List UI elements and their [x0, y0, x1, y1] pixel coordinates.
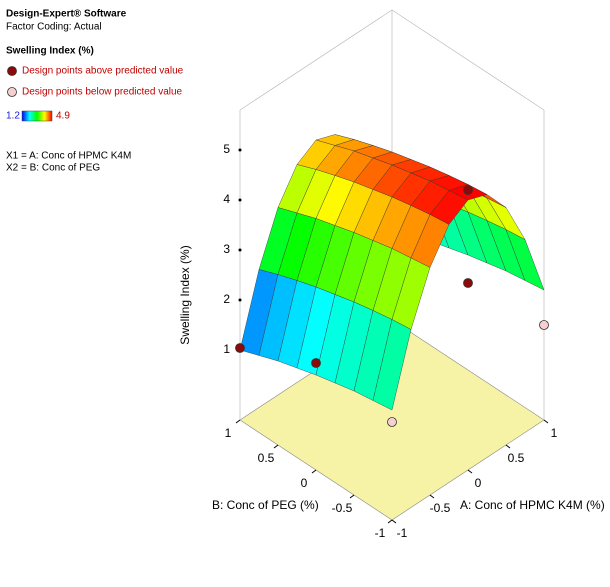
- y-tick-label: -1: [375, 526, 386, 540]
- x-tick-label: 0.5: [508, 451, 525, 465]
- software: Design-Expert® Software: [6, 9, 127, 20]
- design-point: [463, 278, 473, 288]
- x-tick: [429, 494, 435, 499]
- x-tick-label: -1: [397, 526, 408, 540]
- legend-label: Design points below predicted value: [22, 87, 183, 98]
- x-tick: [505, 444, 511, 449]
- colorbar-min: 1.2: [6, 111, 20, 122]
- factor: X2 = B: Conc of PEG: [6, 163, 100, 174]
- y-axis-title: B: Conc of PEG (%): [212, 498, 319, 512]
- legend-title: Swelling Index (%): [6, 46, 94, 57]
- z-tick-label: 2: [223, 292, 230, 306]
- z-tick-label: 3: [223, 242, 230, 256]
- y-tick: [349, 494, 355, 499]
- y-tick: [273, 444, 279, 449]
- x-axis-title: A: Conc of HPMC K4M (%): [460, 498, 605, 512]
- legend-marker: [7, 87, 17, 97]
- x-tick: [543, 419, 549, 424]
- z-tick: [238, 148, 242, 152]
- x-tick-label: 0: [475, 476, 482, 490]
- y-tick-label: 1: [225, 426, 232, 440]
- x-tick-label: 1: [551, 426, 558, 440]
- y-tick-label: -0.5: [332, 501, 353, 515]
- z-tick-label: 4: [223, 192, 230, 206]
- y-tick-label: 0.5: [258, 451, 275, 465]
- surface-cell: [372, 319, 412, 411]
- factor: X1 = A: Conc of HPMC K4M: [6, 151, 131, 162]
- z-axis-title: Swelling Index (%): [178, 245, 192, 344]
- z-tick: [238, 248, 242, 252]
- legend-label: Design points above predicted value: [22, 66, 184, 77]
- colorbar: [21, 110, 53, 122]
- z-tick-label: 5: [223, 142, 230, 156]
- box-edge: [391, 9, 545, 111]
- y-tick-label: 0: [301, 476, 308, 490]
- x-tick: [391, 519, 397, 524]
- z-tick: [238, 198, 242, 202]
- colorbar-max: 4.9: [56, 111, 70, 122]
- y-tick: [311, 469, 317, 474]
- y-tick: [387, 519, 393, 524]
- design-point: [311, 358, 321, 368]
- design-point: [235, 343, 245, 353]
- legend-marker: [7, 66, 17, 76]
- x-tick-label: -0.5: [430, 501, 451, 515]
- design-point: [387, 417, 397, 427]
- x-tick: [467, 469, 473, 474]
- design-point: [463, 185, 473, 195]
- z-tick: [238, 298, 242, 302]
- z-tick-label: 1: [223, 342, 230, 356]
- y-tick: [235, 419, 241, 424]
- design-point: [539, 320, 549, 330]
- box-edge: [239, 9, 393, 111]
- coding: Factor Coding: Actual: [6, 22, 102, 33]
